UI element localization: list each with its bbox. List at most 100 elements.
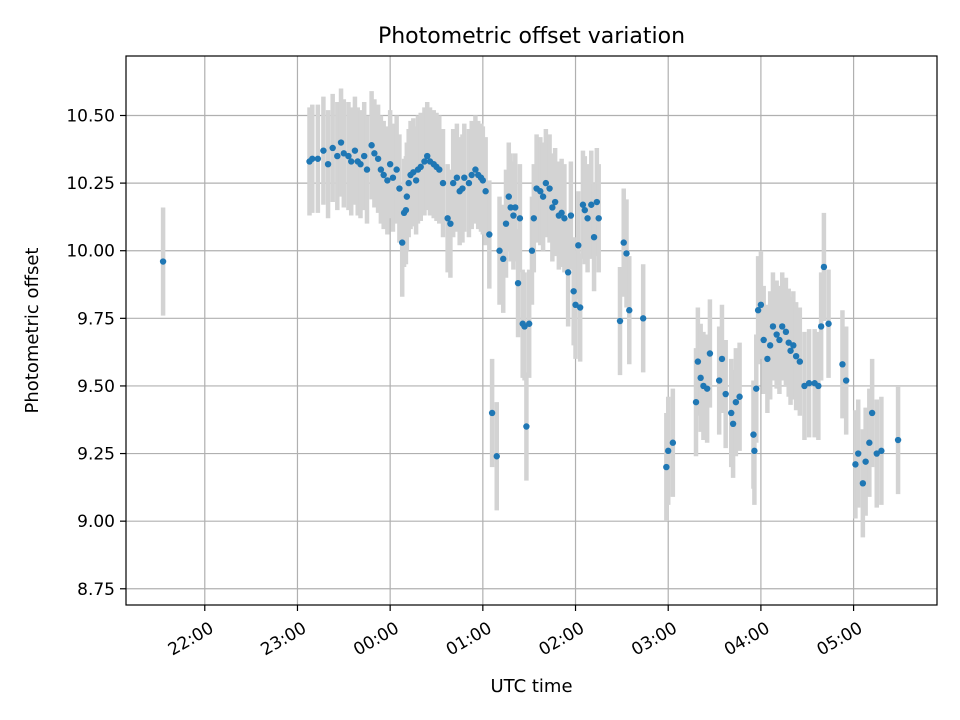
data-point [590,233,598,241]
data-point [873,450,880,457]
data-point [839,361,846,368]
data-point [663,463,670,471]
data-point [496,247,503,254]
data-point [410,169,417,176]
data-point [546,185,553,192]
data-point [769,323,777,330]
data-point [486,231,493,238]
data-point [718,355,726,363]
data-point [421,158,428,165]
data-point [776,336,783,344]
data-point [575,242,582,249]
data-point [357,160,364,168]
data-point [542,179,550,187]
data-point [363,166,371,173]
data-point [801,382,808,390]
data-point [523,423,530,430]
data-point [361,152,368,160]
data-point [706,350,714,357]
data-point [732,398,740,406]
data-point [760,336,767,344]
chart-title: Photometric offset variation [378,24,685,49]
data-point [588,201,595,208]
data-point [424,152,431,160]
data-point [500,255,507,263]
data-point [859,480,867,487]
data-point [729,420,737,428]
y-tick-label: 9.00 [77,512,115,532]
data-point [461,174,468,181]
data-point [465,179,473,187]
data-point [773,331,780,338]
data-point [787,347,794,354]
data-point [384,177,391,184]
data-point [377,166,385,173]
data-point [468,171,475,179]
data-point [665,447,672,455]
data-point [779,323,786,330]
data-point [626,307,633,314]
data-point [539,193,547,200]
data-point [561,215,568,222]
data-point [576,304,584,311]
data-point [639,315,647,322]
y-tick-label: 9.25 [77,445,115,465]
data-point [479,177,487,184]
plot-frame [125,55,938,606]
data-point [493,453,500,460]
data-point [320,147,327,154]
data-point [393,166,400,173]
data-point [340,150,348,157]
data-point [572,301,579,309]
data-point [825,320,832,327]
data-point [796,358,804,365]
data-point [728,409,735,417]
data-point [595,215,602,222]
data-point [334,152,341,160]
data-point [510,212,517,219]
data-point [351,147,359,154]
data-points [159,139,902,487]
data-point [715,377,723,384]
data-point [371,150,378,157]
data-point [436,166,443,173]
data-point [439,179,447,187]
data-point [345,152,352,160]
data-point [530,215,538,222]
data-point [444,215,451,222]
y-tick-label: 9.75 [77,309,115,329]
data-point [314,155,322,162]
data-point [785,339,792,346]
data-point [521,323,528,330]
data-point [750,431,757,438]
data-point [309,155,316,162]
data-point [512,204,519,211]
data-point [417,163,424,171]
data-point [386,160,394,168]
data-point [396,185,403,192]
data-point [368,142,375,149]
data-point [782,328,790,336]
y-tick-label: 10.50 [66,106,115,126]
data-point [852,461,859,468]
data-point [329,144,336,152]
data-point [405,179,412,187]
data-point [488,409,496,417]
data-point [616,317,624,325]
data-point [817,323,825,330]
data-point [514,279,522,287]
data-point [453,174,461,181]
y-axis-label: Photometric offset [22,248,43,414]
data-point [868,409,876,417]
data-point [792,352,800,360]
data-point [593,198,601,206]
data-point [324,160,332,168]
data-point [570,288,577,295]
data-point [374,155,382,162]
data-point [558,209,565,217]
data-point [412,177,420,184]
data-point [753,385,760,392]
data-point [551,198,559,206]
data-point [697,374,704,382]
